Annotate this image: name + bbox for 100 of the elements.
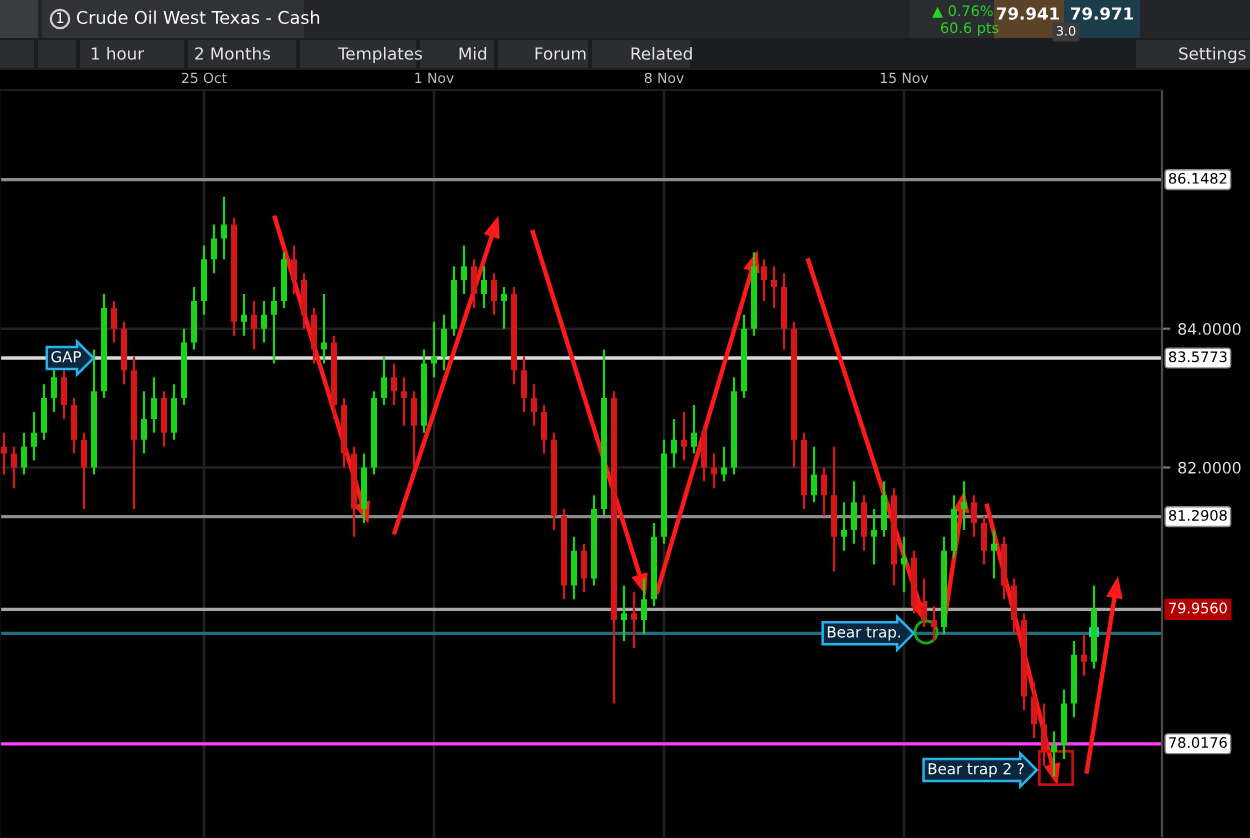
candlestick <box>351 446 357 537</box>
candlestick <box>341 398 347 468</box>
candlestick <box>311 307 317 364</box>
candlestick <box>41 384 47 440</box>
text: Forum <box>535 47 586 60</box>
candlestick <box>281 252 287 308</box>
candlestick <box>731 377 737 475</box>
candlestick <box>81 432 87 510</box>
candlestick <box>461 245 467 294</box>
text: Mid <box>459 46 487 60</box>
candlestick <box>1021 613 1027 711</box>
candlestick <box>541 405 547 454</box>
candlestick <box>901 536 907 593</box>
text: Related <box>631 46 692 60</box>
candlestick <box>261 300 267 343</box>
candlestick <box>91 349 97 475</box>
candlestick <box>651 522 657 607</box>
candlestick <box>521 356 527 412</box>
candlestick <box>991 529 997 579</box>
candlestick <box>241 294 247 336</box>
candlestick <box>191 287 197 350</box>
candlestick <box>1061 689 1067 759</box>
candlestick <box>911 550 917 614</box>
candlestick <box>401 377 407 426</box>
candlestick <box>671 418 677 468</box>
text: Templates <box>337 46 422 64</box>
candlestick <box>741 314 747 399</box>
candlestick <box>51 370 57 412</box>
candlestick <box>171 384 177 440</box>
candlestick <box>131 356 137 510</box>
candlestick <box>571 536 577 600</box>
candlestick <box>791 321 797 468</box>
candlestick <box>701 425 707 482</box>
candlestick <box>301 273 307 329</box>
candlestick <box>161 391 167 447</box>
text: Settings <box>1179 46 1246 64</box>
candlestick <box>141 391 147 454</box>
candlestick <box>251 300 257 350</box>
candlestick <box>201 245 207 315</box>
candlestick <box>381 356 387 406</box>
text: 2 Months <box>195 46 271 60</box>
candlestick <box>1011 578 1017 634</box>
candlestick <box>441 314 447 371</box>
candlestick <box>751 252 757 336</box>
candlestick <box>291 245 297 294</box>
candlestick <box>1051 731 1057 777</box>
candlestick <box>121 321 127 385</box>
candlestick <box>771 266 777 308</box>
candlestick <box>1 432 7 475</box>
candlestick <box>481 266 487 308</box>
candlestick <box>1071 640 1077 718</box>
candlestick <box>181 328 187 406</box>
candlestick <box>641 578 647 634</box>
candlestick <box>451 266 457 336</box>
candlestick <box>411 391 417 468</box>
candlestick <box>501 287 507 329</box>
text: 79.941 <box>996 7 1060 20</box>
candlestick <box>891 488 897 586</box>
candlestick <box>71 398 77 454</box>
candlestick <box>961 481 967 530</box>
candlestick <box>971 495 977 537</box>
candlestick <box>151 377 157 433</box>
text: 79.971 <box>1070 7 1134 20</box>
candlestick <box>601 349 607 517</box>
candlestick <box>711 453 717 489</box>
candlestick <box>1031 682 1037 739</box>
candlestick <box>621 585 627 641</box>
candlestick <box>321 294 327 364</box>
candlestick <box>781 273 787 350</box>
candlestick <box>101 294 107 399</box>
candlestick <box>11 446 17 489</box>
candlestick <box>421 349 427 433</box>
candlestick <box>821 467 827 517</box>
candlestick <box>631 592 637 648</box>
candlestick <box>391 363 397 406</box>
candlestick <box>491 273 497 315</box>
candlestick <box>941 536 947 634</box>
chart-title: Crude Oil West Texas - Cash <box>76 10 320 25</box>
candlestick <box>551 432 557 530</box>
candlestick <box>371 391 377 475</box>
candlestick <box>921 578 927 628</box>
candlestick <box>21 432 27 475</box>
candlestick <box>831 446 837 572</box>
candlestick <box>691 405 697 454</box>
text: 1 hour <box>91 46 145 60</box>
candlestick <box>931 606 937 641</box>
candlestick <box>1041 703 1047 766</box>
candlestick <box>761 259 767 301</box>
candlestick <box>1081 634 1087 676</box>
candlestick <box>951 495 957 558</box>
candlestick <box>881 481 887 537</box>
candlestick <box>31 411 37 461</box>
candlestick <box>1001 536 1007 600</box>
candlestick <box>221 196 227 260</box>
candlestick <box>211 224 217 274</box>
candlestick <box>361 453 367 523</box>
candlestick <box>271 287 277 364</box>
candlestick <box>861 495 867 551</box>
candlestick <box>611 391 617 704</box>
candlestick <box>561 509 567 600</box>
